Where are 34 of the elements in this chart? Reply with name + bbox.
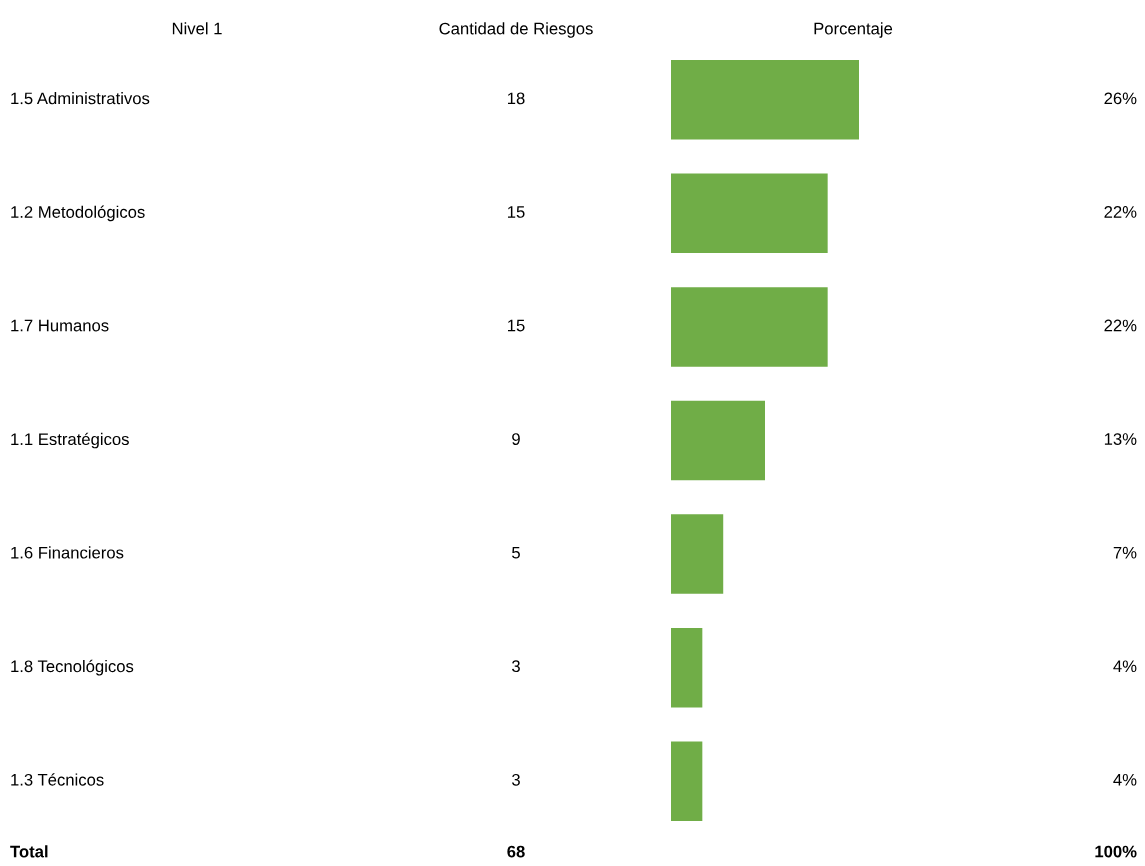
text: 100% — [1095, 845, 1137, 858]
y-tick-label: 1.3 Técnicos — [11, 773, 104, 786]
bar — [671, 741, 703, 821]
bar — [671, 173, 828, 254]
bar — [671, 400, 765, 481]
y-tick-label: 1.2 Metodológicos — [11, 205, 145, 222]
text: 22% — [1104, 206, 1137, 218]
data-label: 3 — [512, 773, 520, 786]
data-label: 9 — [512, 433, 520, 445]
text: Total — [10, 845, 48, 858]
text: Cantidad de Riesgos — [439, 22, 593, 38]
data-label: 15 — [508, 319, 525, 332]
text: 4% — [1113, 773, 1137, 786]
bar — [671, 60, 859, 140]
text: 7% — [1113, 546, 1137, 559]
text: 13% — [1104, 433, 1137, 445]
y-tick-label: 1.1 Estratégicos — [11, 432, 129, 449]
bar — [671, 287, 828, 367]
bar — [671, 627, 703, 708]
text: 4% — [1113, 660, 1137, 673]
y-tick-label: 1.5 Administrativos — [11, 92, 150, 105]
text: Porcentaje — [814, 22, 893, 38]
text: 68 — [507, 845, 525, 858]
bar — [671, 514, 724, 594]
y-tick-label: 1.6 Financieros — [11, 546, 124, 559]
data-label: 18 — [508, 92, 525, 105]
text: Nivel 1 — [172, 22, 222, 35]
y-tick-label: 1.8 Tecnológicos — [11, 659, 134, 676]
data-label: 3 — [512, 660, 520, 673]
data-label: 15 — [508, 206, 525, 218]
y-tick-label: 1.7 Humanos — [11, 319, 109, 332]
data-label: 5 — [512, 546, 520, 559]
text: 26% — [1104, 92, 1137, 105]
text: 22% — [1104, 319, 1137, 332]
